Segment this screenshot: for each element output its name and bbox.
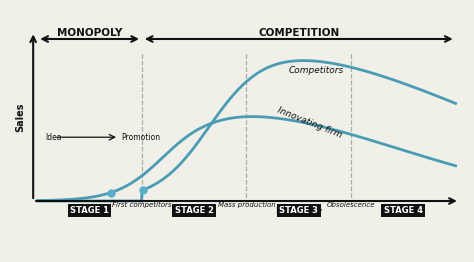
Text: Idea: Idea — [46, 133, 62, 142]
Text: Obsolescence: Obsolescence — [327, 202, 375, 208]
Text: Maturity: Maturity — [275, 207, 322, 217]
Text: Growth: Growth — [174, 207, 214, 217]
Text: Promotion: Promotion — [121, 133, 160, 142]
Text: Mass production: Mass production — [218, 202, 275, 208]
Text: R&D: R&D — [78, 207, 101, 217]
Text: Innovating firm: Innovating firm — [276, 106, 343, 140]
Text: STAGE 3: STAGE 3 — [279, 206, 318, 215]
Text: Decline: Decline — [383, 207, 424, 217]
Text: STAGE 4: STAGE 4 — [384, 206, 423, 215]
Text: Sales: Sales — [16, 102, 26, 132]
Text: MONOPOLY: MONOPOLY — [57, 28, 122, 38]
Text: Competitors: Competitors — [288, 66, 344, 75]
Text: STAGE 1: STAGE 1 — [70, 206, 109, 215]
Text: STAGE 2: STAGE 2 — [175, 206, 214, 215]
Text: First competitors: First competitors — [112, 202, 172, 208]
Text: COMPETITION: COMPETITION — [258, 28, 339, 38]
